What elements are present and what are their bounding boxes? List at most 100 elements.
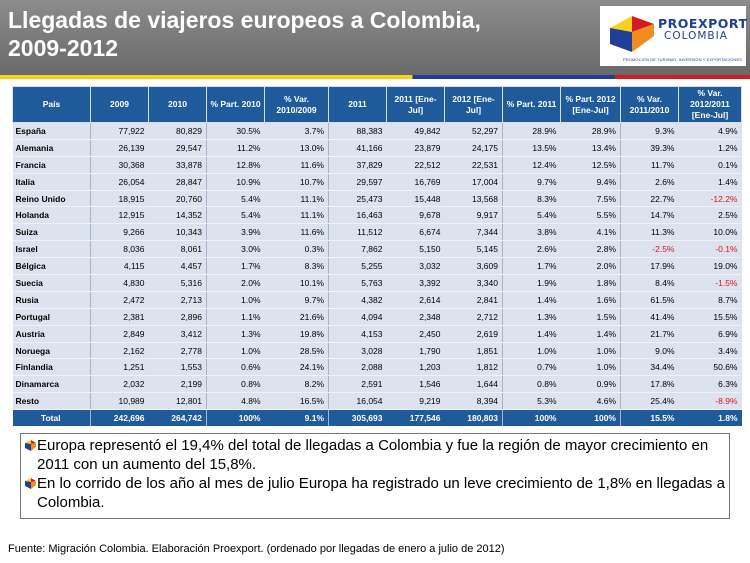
table-row: Rusia2,4722,7131.0%9.7%4,3822,6142,8411.… bbox=[13, 291, 742, 308]
value-cell: 8.4% bbox=[621, 275, 679, 292]
value-cell: 5.5% bbox=[561, 207, 621, 224]
value-cell: 1.4% bbox=[679, 173, 742, 190]
value-cell: 3,412 bbox=[149, 325, 207, 342]
col-header: 2011 [Ene-Jul] bbox=[387, 87, 445, 123]
value-cell: 28,847 bbox=[149, 173, 207, 190]
value-cell: 77,922 bbox=[91, 123, 149, 140]
value-cell: 5,150 bbox=[387, 241, 445, 258]
value-cell: 12.8% bbox=[207, 156, 265, 173]
value-cell: 100% bbox=[503, 410, 561, 426]
value-cell: 22.7% bbox=[621, 190, 679, 207]
value-cell: 8.3% bbox=[265, 258, 329, 275]
value-cell: 25.4% bbox=[621, 393, 679, 410]
table-row: Italia26,05428,84710.9%10.7%29,59716,769… bbox=[13, 173, 742, 190]
value-cell: 2.8% bbox=[561, 241, 621, 258]
table-header-row: País 2009 2010 % Part. 2010 % Var. 2010/… bbox=[13, 87, 742, 123]
value-cell: 11,512 bbox=[329, 224, 387, 241]
value-cell: 11.6% bbox=[265, 224, 329, 241]
value-cell: 1,553 bbox=[149, 359, 207, 376]
value-cell: 13.5% bbox=[503, 139, 561, 156]
value-cell: 29,547 bbox=[149, 139, 207, 156]
value-cell: 3.7% bbox=[265, 123, 329, 140]
value-cell: 10.0% bbox=[679, 224, 742, 241]
notes-box: Europa representó el 19,4% del total de … bbox=[20, 433, 730, 519]
value-cell: 5,145 bbox=[445, 241, 503, 258]
value-cell: 1.9% bbox=[503, 275, 561, 292]
value-cell: 15.5% bbox=[621, 410, 679, 426]
value-cell: -12.2% bbox=[679, 190, 742, 207]
proexport-logo-icon bbox=[608, 14, 656, 54]
value-cell: 4,382 bbox=[329, 291, 387, 308]
value-cell: 2.5% bbox=[679, 207, 742, 224]
note-text: Europa representó el 19,4% del total de … bbox=[37, 436, 729, 474]
table-row: Holanda12,91514,3525.4%11.1%16,4639,6789… bbox=[13, 207, 742, 224]
value-cell: 4,830 bbox=[91, 275, 149, 292]
value-cell: -2.5% bbox=[621, 241, 679, 258]
country-cell: Francia bbox=[13, 156, 91, 173]
title-line-2: 2009-2012 bbox=[8, 34, 481, 62]
note-item: En lo corrido de los año al mes de julio… bbox=[21, 474, 729, 512]
value-cell: 26,054 bbox=[91, 173, 149, 190]
value-cell: 3.0% bbox=[207, 241, 265, 258]
value-cell: 2,778 bbox=[149, 342, 207, 359]
title-line-1: Llegadas de viajeros europeos a Colombia… bbox=[8, 6, 481, 34]
value-cell: 21.7% bbox=[621, 325, 679, 342]
value-cell: 61.5% bbox=[621, 291, 679, 308]
table-row: Reino Unido18,91520,7605.4%11.1%25,47315… bbox=[13, 190, 742, 207]
value-cell: 1.3% bbox=[207, 325, 265, 342]
value-cell: 1,851 bbox=[445, 342, 503, 359]
logo-country: COLOMBIA bbox=[664, 30, 728, 42]
value-cell: 1.0% bbox=[503, 342, 561, 359]
value-cell: 2.0% bbox=[207, 275, 265, 292]
value-cell: 2,713 bbox=[149, 291, 207, 308]
arrow-bullet-icon bbox=[25, 478, 36, 489]
proexport-logo: PROEXPORT COLOMBIA PROMOCIÓN DE TURISMO,… bbox=[600, 6, 746, 66]
value-cell: 9,917 bbox=[445, 207, 503, 224]
value-cell: 2,088 bbox=[329, 359, 387, 376]
value-cell: 1.3% bbox=[503, 308, 561, 325]
country-cell: España bbox=[13, 123, 91, 140]
value-cell: 305,693 bbox=[329, 410, 387, 426]
value-cell: 15,448 bbox=[387, 190, 445, 207]
value-cell: 0.8% bbox=[207, 376, 265, 393]
value-cell: 1.8% bbox=[561, 275, 621, 292]
value-cell: 264,742 bbox=[149, 410, 207, 426]
notes-list: Europa representó el 19,4% del total de … bbox=[21, 434, 729, 512]
value-cell: 2,162 bbox=[91, 342, 149, 359]
value-cell: 11.1% bbox=[265, 207, 329, 224]
logo-tagline: PROMOCIÓN DE TURISMO, INVERSIÓN Y EXPORT… bbox=[606, 57, 742, 62]
table-body: España77,92280,82930.5%3.7%88,38349,8425… bbox=[13, 123, 742, 427]
country-cell: Finlandia bbox=[13, 359, 91, 376]
value-cell: 2,591 bbox=[329, 376, 387, 393]
table-row: Suecia4,8305,3162.0%10.1%5,7633,3923,340… bbox=[13, 275, 742, 292]
value-cell: 1.0% bbox=[561, 359, 621, 376]
value-cell: 28.9% bbox=[503, 123, 561, 140]
value-cell: 4,094 bbox=[329, 308, 387, 325]
value-cell: 13.4% bbox=[561, 139, 621, 156]
value-cell: 1.0% bbox=[207, 342, 265, 359]
value-cell: 2,450 bbox=[387, 325, 445, 342]
value-cell: 2,849 bbox=[91, 325, 149, 342]
value-cell: 0.8% bbox=[503, 376, 561, 393]
value-cell: 30.5% bbox=[207, 123, 265, 140]
value-cell: 16,769 bbox=[387, 173, 445, 190]
country-cell: Austria bbox=[13, 325, 91, 342]
country-cell: Israel bbox=[13, 241, 91, 258]
value-cell: 41.4% bbox=[621, 308, 679, 325]
value-cell: 37,829 bbox=[329, 156, 387, 173]
value-cell: 18,915 bbox=[91, 190, 149, 207]
value-cell: 2,896 bbox=[149, 308, 207, 325]
value-cell: 5,316 bbox=[149, 275, 207, 292]
table-row: Bélgica4,1154,4571.7%8.3%5,2553,0323,609… bbox=[13, 258, 742, 275]
table-row: España77,92280,82930.5%3.7%88,38349,8425… bbox=[13, 123, 742, 140]
value-cell: 6,674 bbox=[387, 224, 445, 241]
value-cell: 10,989 bbox=[91, 393, 149, 410]
col-header: 2012 [Ene-Jul] bbox=[445, 87, 503, 123]
value-cell: 9,678 bbox=[387, 207, 445, 224]
colombia-flag-stripe bbox=[0, 75, 750, 79]
value-cell: 10,343 bbox=[149, 224, 207, 241]
value-cell: 1.4% bbox=[561, 325, 621, 342]
value-cell: 30,368 bbox=[91, 156, 149, 173]
value-cell: 11.2% bbox=[207, 139, 265, 156]
value-cell: 100% bbox=[561, 410, 621, 426]
